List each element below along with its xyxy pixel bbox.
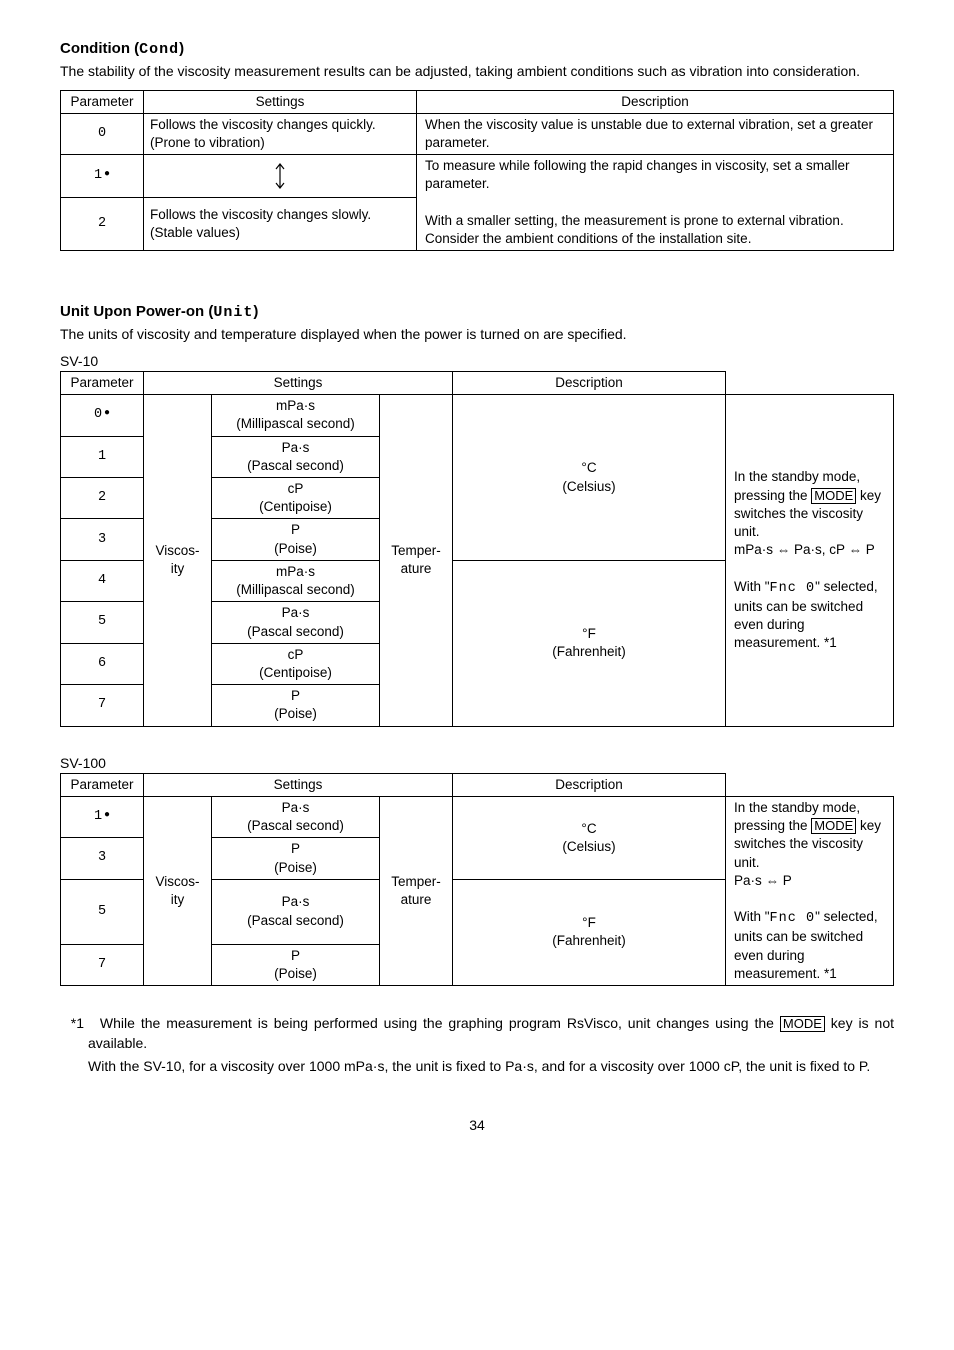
fnc-seg: Fnc 0 [770,581,816,596]
desc-cell: In the standby mode, pressing the MODE k… [726,796,894,985]
param-cell: 3 [61,838,144,879]
unit-cell: Pa·s (Pascal second) [212,879,380,944]
param-cell: 2 [61,478,144,519]
unit-intro: The units of viscosity and temperature d… [60,325,894,345]
param-cell: 5 [61,879,144,944]
default-dot: ● [102,408,110,419]
mode-key: MODE [780,1016,825,1032]
col-description: Description [417,90,894,113]
page-number: 34 [60,1117,894,1133]
unit-cell: P (Poise) [212,944,380,985]
footnote-label: *1 [58,1014,94,1034]
mode-key: MODE [811,488,856,504]
sv100-table: Parameter Settings Description 1● Viscos… [60,773,894,986]
unit-cell: P (Poise) [212,519,380,560]
fnc-seg: Fnc 0 [770,911,816,926]
sv10-label: SV-10 [60,353,894,369]
unit-cell: P (Poise) [212,685,380,726]
condition-heading-seg: Cond [139,41,179,58]
desc-cell: In the standby mode, pressing the MODE k… [726,395,894,727]
condition-table: Parameter Settings Description 0 Follows… [60,90,894,252]
footnote-line2: With the SV-10, for a viscosity over 100… [88,1057,894,1077]
celsius-cell: °C (Celsius) [453,395,726,561]
celsius-cell: °C (Celsius) [453,796,726,879]
col-description: Description [453,773,726,796]
col-parameter: Parameter [61,90,144,113]
table-row: 0● Viscos- ity mPa·s (Millipascal second… [61,395,894,436]
sv100-label: SV-100 [60,755,894,771]
setting-cell [144,155,417,198]
col-parameter: Parameter [61,371,144,394]
temperature-label: Temper- ature [380,395,453,727]
col-settings: Settings [144,90,417,113]
unit-cell: cP (Centipoise) [212,478,380,519]
col-settings: Settings [144,371,453,394]
param-cell: 7 [61,685,144,726]
fahrenheit-cell: °F (Fahrenheit) [453,879,726,985]
unit-cell: mPa·s (Millipascal second) [212,395,380,436]
unit-cell: Pa·s (Pascal second) [212,436,380,477]
col-settings: Settings [144,773,453,796]
setting-cell: Follows the viscosity changes slowly. (S… [144,197,417,251]
default-dot: ● [102,169,110,180]
unit-cell: Pa·s (Pascal second) [212,796,380,837]
viscosity-label: Viscos- ity [144,395,212,727]
condition-heading-text: Condition ( [60,40,139,57]
unit-heading-text: Unit Upon Power-on ( [60,303,213,320]
unit-heading: Unit Upon Power-on (Unit) [60,303,894,321]
unit-cell: cP (Centipoise) [212,643,380,684]
param-cell: 7 [61,944,144,985]
default-dot: ● [102,810,110,821]
fahrenheit-cell: °F (Fahrenheit) [453,560,726,726]
table-row: Parameter Settings Description [61,773,894,796]
param-cell: 3 [61,519,144,560]
param-cell: 4 [61,560,144,601]
param-cell: 0● [61,395,144,436]
footnote: *1 While the measurement is being perfor… [88,1014,894,1053]
setting-cell: Follows the viscosity changes quickly. (… [144,113,417,154]
col-parameter: Parameter [61,773,144,796]
table-row: Parameter Settings Description [61,90,894,113]
desc-cell: To measure while following the rapid cha… [417,155,894,251]
viscosity-label: Viscos- ity [144,796,212,985]
param-cell: 6 [61,643,144,684]
table-row: Parameter Settings Description [61,371,894,394]
param-cell: 0 [61,113,144,154]
table-row: 1● Viscos- ity Pa·s (Pascal second) Temp… [61,796,894,837]
sv10-table: Parameter Settings Description 0● Viscos… [60,371,894,727]
col-description: Description [453,371,726,394]
condition-heading: Condition (Cond) [60,40,894,58]
unit-cell: mPa·s (Millipascal second) [212,560,380,601]
up-down-arrow-icon [274,162,286,190]
condition-heading-close: ) [179,40,184,57]
mode-key: MODE [811,818,856,834]
unit-cell: P (Poise) [212,838,380,879]
param-cell: 1● [61,796,144,837]
param-cell: 1● [61,155,144,198]
table-row: 0 Follows the viscosity changes quickly.… [61,113,894,154]
desc-cell: When the viscosity value is unstable due… [417,113,894,154]
temperature-label: Temper- ature [380,796,453,985]
param-cell: 1 [61,436,144,477]
param-cell: 2 [61,197,144,251]
unit-heading-close: ) [253,303,258,320]
param-cell: 5 [61,602,144,643]
condition-intro: The stability of the viscosity measureme… [60,62,894,82]
unit-heading-seg: Unit [213,304,253,321]
unit-cell: Pa·s (Pascal second) [212,602,380,643]
table-row: 1● To measure while following the rapid … [61,155,894,198]
